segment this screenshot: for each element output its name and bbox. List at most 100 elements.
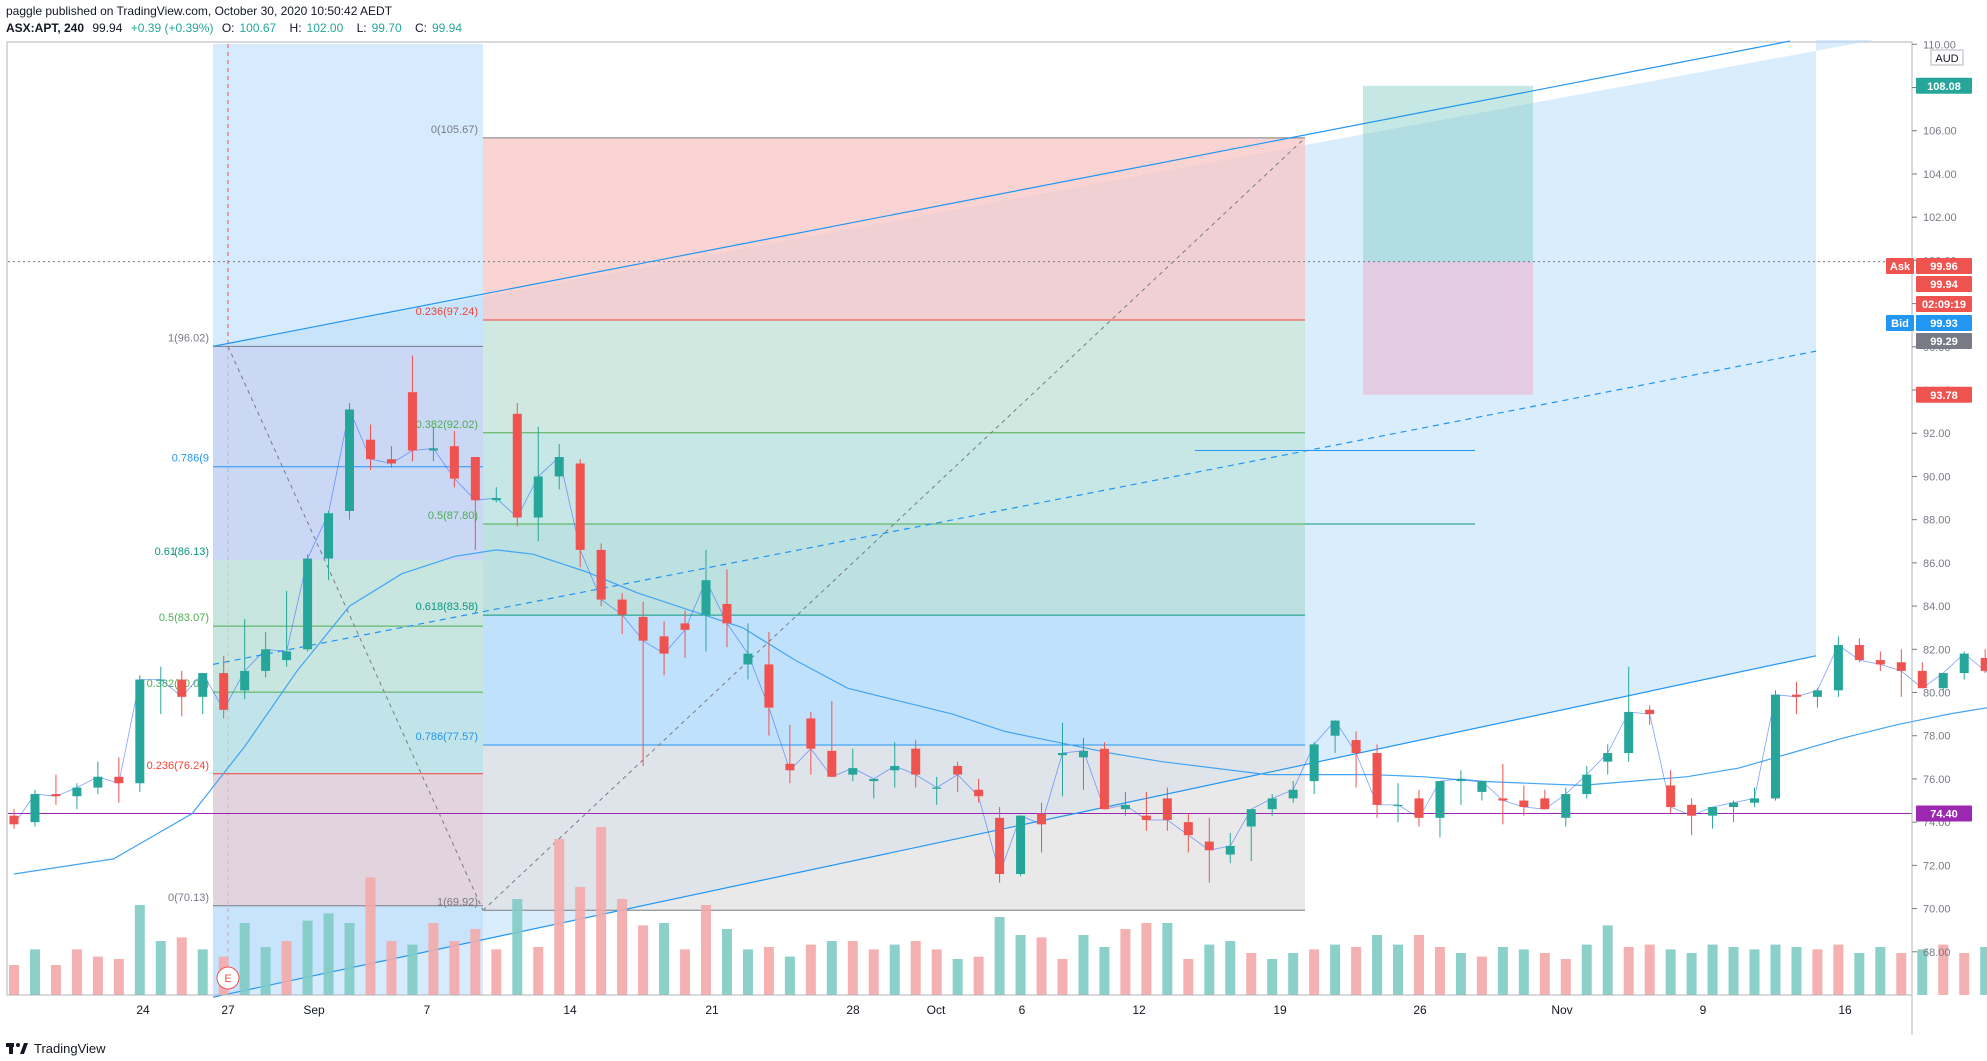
candle-22 xyxy=(470,457,480,501)
price-chart[interactable]: 0(105.67) 0.236(97.24) 0.382(92.02) 0.5(87.… xyxy=(0,33,1987,1035)
volume-bar-90 xyxy=(1896,953,1907,995)
chart-area[interactable]: 0(105.67) 0.236(97.24) 0.382(92.02) 0.5(87.… xyxy=(0,33,1987,1035)
candle-82 xyxy=(1729,802,1739,808)
volume-bar-55 xyxy=(1162,923,1173,995)
volume-bar-8 xyxy=(176,937,187,995)
x-tick-label-8: 6 xyxy=(1019,1003,1026,1017)
fib-right-label-5: 0.786(77.57) xyxy=(416,731,478,743)
candle-74 xyxy=(1561,794,1571,818)
volume-bar-60 xyxy=(1267,959,1278,995)
fib-right-label-2: 0.382(92.02) xyxy=(416,419,478,431)
candle-41 xyxy=(869,778,879,782)
volume-bar-93 xyxy=(1959,953,1970,995)
price-badge-label-7: 99.29 xyxy=(1930,336,1958,348)
low-value: 99.70 xyxy=(371,21,402,35)
volume-bar-67 xyxy=(1413,935,1424,995)
volume-bar-69 xyxy=(1455,953,1466,995)
currency-box xyxy=(1930,49,1964,66)
candle-8 xyxy=(177,679,187,697)
candle-21 xyxy=(449,446,459,479)
volume-bar-43 xyxy=(910,941,921,995)
volume-bar-73 xyxy=(1539,953,1550,995)
volume-bar-1 xyxy=(29,949,40,995)
y-tick-label-7: 82.00 xyxy=(1923,644,1951,656)
volume-bar-38 xyxy=(805,944,816,995)
price-badge-7 xyxy=(1916,333,1972,349)
x-tick-label-7: Oct xyxy=(927,1003,946,1017)
fib-left-label-4: 0.5(83.07) xyxy=(159,612,209,624)
volume-bar-53 xyxy=(1120,929,1131,995)
volume-bar-25 xyxy=(533,947,544,995)
x-tick-label-2: Sep xyxy=(303,1003,325,1017)
price-badge-3 xyxy=(1916,276,1972,292)
candle-91 xyxy=(1917,670,1927,689)
y-tick-label-18: 104.00 xyxy=(1923,169,1957,181)
price-badge-label-8: 93.78 xyxy=(1930,390,1958,402)
candle-3 xyxy=(72,787,82,797)
volume-bar-48 xyxy=(1015,935,1026,995)
price-badge-label-9: 74.40 xyxy=(1930,809,1958,821)
open-value: 100.67 xyxy=(239,21,277,35)
candle-63 xyxy=(1330,720,1340,736)
candle-1 xyxy=(30,794,40,823)
candle-60 xyxy=(1267,798,1277,810)
fib-right-label-6: 1(69.92) xyxy=(437,896,478,908)
candle-45 xyxy=(953,765,963,775)
volume-bar-75 xyxy=(1581,944,1592,995)
volume-bar-47 xyxy=(994,917,1005,995)
candle-10 xyxy=(219,673,229,710)
candle-12 xyxy=(261,649,271,671)
fib-right-label-1: 0.236(97.24) xyxy=(416,306,478,318)
candle-90 xyxy=(1896,662,1906,671)
price-badge-8 xyxy=(1916,386,1972,403)
volume-bar-23 xyxy=(491,949,502,995)
volume-bar-16 xyxy=(344,923,355,995)
candle-93 xyxy=(1959,653,1969,674)
volume-bar-41 xyxy=(868,949,879,995)
symbol-label[interactable]: ASX:APT, 240 xyxy=(6,21,85,35)
candle-17 xyxy=(365,439,375,460)
y-tick-label-9: 86.00 xyxy=(1923,558,1951,570)
volume-bar-32 xyxy=(680,949,691,995)
earnings-event-marker xyxy=(216,966,240,990)
volume-bar-62 xyxy=(1309,949,1320,995)
footer: TradingView xyxy=(6,1038,106,1058)
volume-bar-40 xyxy=(847,941,858,995)
volume-bar-45 xyxy=(952,959,963,995)
volume-bar-52 xyxy=(1099,947,1110,995)
candle-29 xyxy=(617,599,627,615)
volume-bar-39 xyxy=(826,941,837,995)
fib-right-zone-2 xyxy=(483,320,1305,433)
y-tick-label-5: 78.00 xyxy=(1923,731,1951,743)
volume-bar-11 xyxy=(239,923,250,995)
price-badge-0 xyxy=(1916,77,1972,94)
fib-right-top-zone xyxy=(483,137,1305,321)
y-tick-label-1: 70.00 xyxy=(1923,904,1951,916)
candle-65 xyxy=(1372,753,1382,805)
candle-26 xyxy=(554,457,564,477)
volume-bar-46 xyxy=(973,956,984,995)
fib-right-zone-4 xyxy=(483,523,1305,616)
chart-header: paggle published on TradingView.com, Oct… xyxy=(6,3,1981,39)
volume-bar-91 xyxy=(1917,949,1928,995)
candle-72 xyxy=(1519,800,1529,808)
y-tick-label-0: 68.00 xyxy=(1923,947,1951,959)
volume-bar-29 xyxy=(617,899,628,995)
volume-bar-61 xyxy=(1288,953,1299,995)
candle-80 xyxy=(1687,804,1697,816)
volume-bar-21 xyxy=(449,941,460,995)
candle-67 xyxy=(1414,798,1424,818)
volume-bar-5 xyxy=(113,959,124,995)
price-badge-label-3: 99.94 xyxy=(1930,279,1958,291)
stop-zone-box xyxy=(1363,261,1533,395)
fib-right-label-3: 0.5(87.80) xyxy=(428,510,478,522)
candle-85 xyxy=(1791,694,1801,697)
y-tick-label-19: 106.00 xyxy=(1923,126,1957,138)
fib-left-label-3: (86.13) xyxy=(174,546,209,558)
fib-right-label-4: 0.618(83.58) xyxy=(416,601,478,613)
candle-36 xyxy=(764,664,774,708)
candle-37 xyxy=(785,763,795,771)
price-badge-4 xyxy=(1916,296,1972,312)
candle-73 xyxy=(1540,798,1550,810)
volume-bar-49 xyxy=(1036,937,1047,995)
